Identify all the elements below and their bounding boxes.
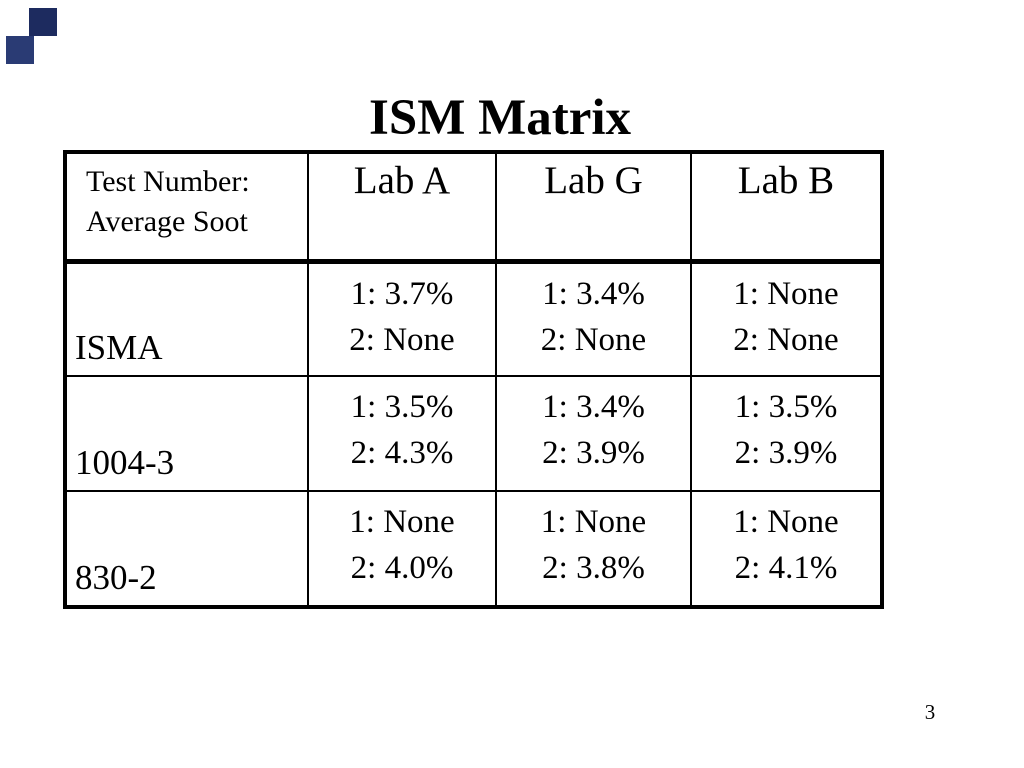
table-row-isma: ISMA 1: 3.7% 2: None 1: 3.4% 2: None 1: … — [64, 260, 883, 377]
column-header-lab-g: Lab G — [495, 151, 692, 264]
cell-line-2: 2: 4.0% — [350, 550, 454, 586]
cell-isma-lab-g: 1: 3.4% 2: None — [495, 260, 692, 377]
cell-line-1: 1: None — [733, 275, 839, 312]
page-number: 3 — [924, 700, 936, 724]
cell-1004-3-lab-a: 1: 3.5% 2: 4.3% — [307, 375, 497, 492]
cell-line-2: 2: None — [349, 321, 455, 358]
cell-line-2: 2: None — [540, 321, 647, 358]
decor-square-upper — [29, 8, 57, 36]
cell-line-1: 1: None — [540, 504, 647, 540]
cell-isma-lab-b: 1: None 2: None — [690, 260, 883, 377]
row-label-830-2: 830-2 — [64, 490, 309, 608]
column-header-lab-a: Lab A — [307, 151, 497, 264]
cell-1004-3-lab-b: 1: 3.5% 2: 3.9% — [690, 375, 883, 492]
cell-830-2-lab-a: 1: None 2: 4.0% — [307, 490, 497, 608]
cell-line-1: 1: 3.5% — [350, 389, 454, 425]
cell-line-2: 2: None — [733, 321, 839, 358]
table-row-1004-3: 1004-3 1: 3.5% 2: 4.3% 1: 3.4% 2: 3.9% 1… — [64, 375, 883, 492]
cell-line-1: 1: 3.5% — [734, 389, 838, 425]
cell-line-2: 2: 3.9% — [542, 435, 645, 471]
cell-line-1: 1: None — [349, 504, 455, 540]
corner-header-line1: Test Number: — [86, 165, 250, 198]
corner-header-line2: Average Soot — [86, 205, 248, 238]
cell-line-2: 2: 4.3% — [350, 435, 454, 471]
table-row-830-2: 830-2 1: None 2: 4.0% 1: None 2: 3.8% 1:… — [64, 490, 883, 608]
row-label-1004-3: 1004-3 — [64, 375, 309, 492]
cell-line-2: 2: 3.9% — [734, 435, 838, 471]
column-header-lab-b: Lab B — [690, 151, 883, 264]
corner-header-cell: Test Number: Average Soot — [64, 151, 309, 264]
cell-1004-3-lab-g: 1: 3.4% 2: 3.9% — [495, 375, 692, 492]
ism-matrix-table: Test Number: Average Soot Lab A Lab G La… — [63, 150, 884, 609]
cell-line-2: 2: 3.8% — [542, 550, 645, 586]
cell-line-1: 1: 3.7% — [350, 275, 454, 312]
cell-830-2-lab-g: 1: None 2: 3.8% — [495, 490, 692, 608]
cell-830-2-lab-b: 1: None 2: 4.1% — [690, 490, 883, 608]
table-header-row: Test Number: Average Soot Lab A Lab G La… — [64, 151, 883, 264]
slide-title: ISM Matrix — [368, 90, 632, 147]
row-label-isma: ISMA — [64, 260, 309, 377]
cell-line-1: 1: None — [733, 504, 839, 540]
cell-line-1: 1: 3.4% — [542, 275, 645, 312]
cell-line-2: 2: 4.1% — [734, 550, 838, 586]
cell-isma-lab-a: 1: 3.7% 2: None — [307, 260, 497, 377]
cell-line-1: 1: 3.4% — [542, 389, 645, 425]
decor-square-lower — [6, 36, 34, 64]
